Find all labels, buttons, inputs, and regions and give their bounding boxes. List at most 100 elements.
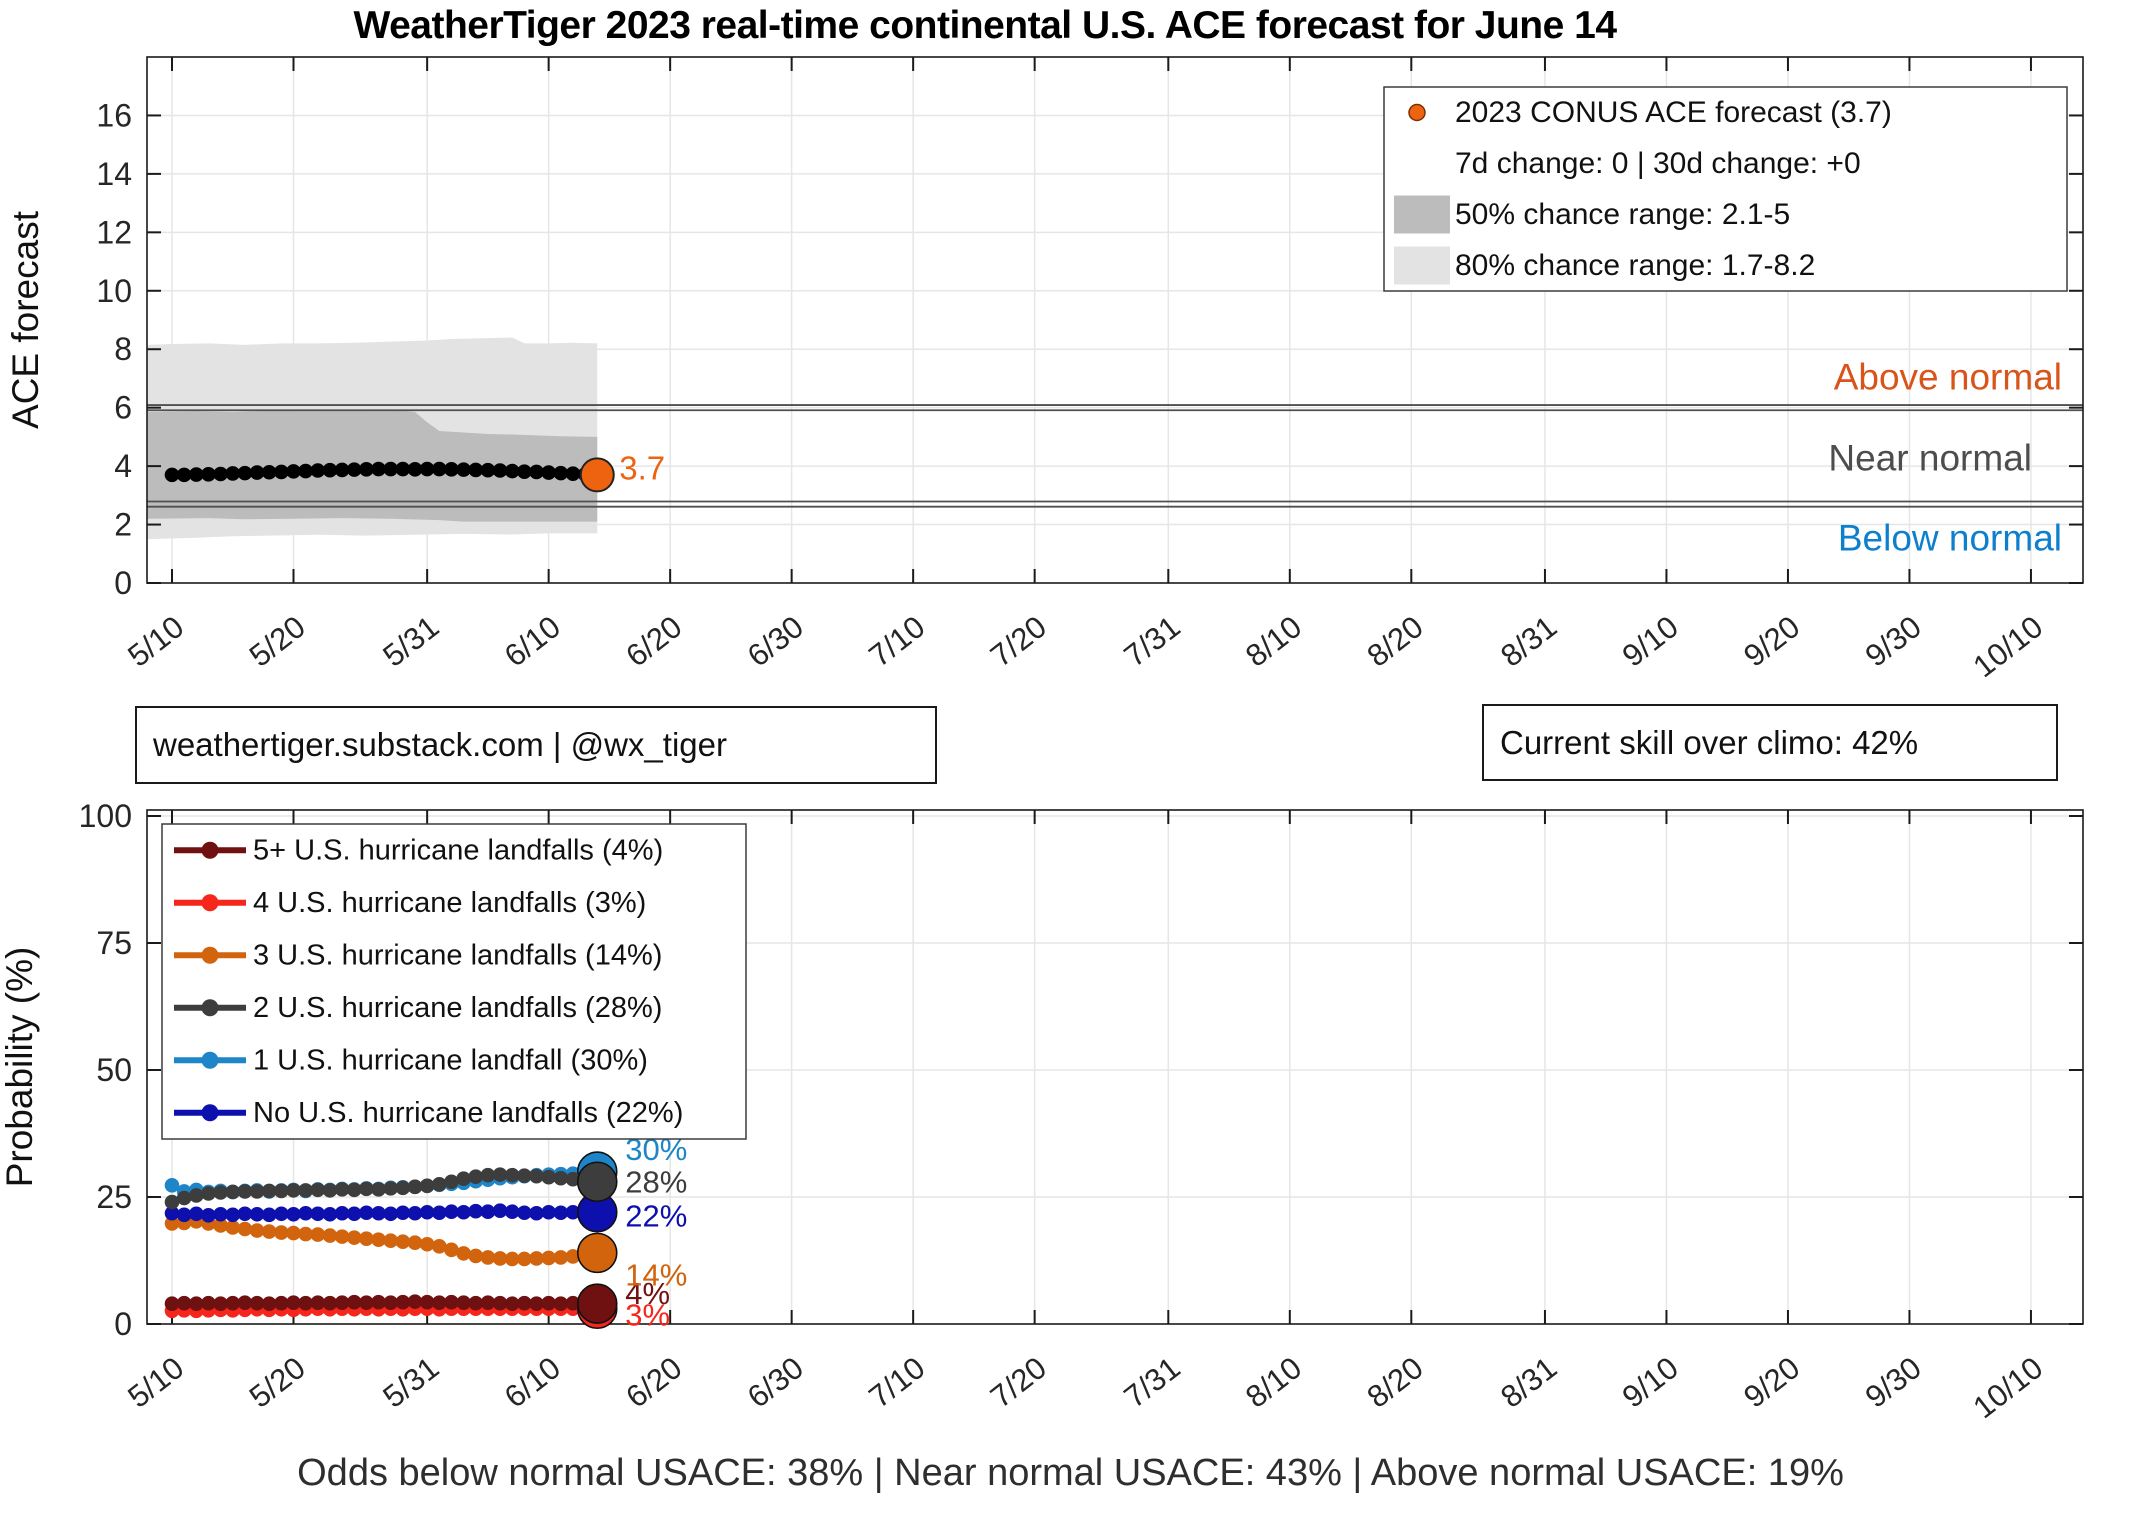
data-point [419,1294,435,1310]
data-point [492,463,508,478]
x-tick-label: 7/20 [984,609,1053,674]
data-point [189,1296,204,1311]
end-value-label: 3% [625,1297,670,1332]
data-point [164,1216,180,1231]
current-forecast-label: 3.7 [619,449,665,486]
data-point [492,1251,508,1266]
landfall-probability-legend: 5+ U.S. hurricane landfalls (4%) 4 U.S. h… [161,823,747,1140]
data-point [213,1185,228,1200]
data-point [189,1188,204,1203]
data-point [274,1295,289,1311]
y-tick-label: 2 [114,507,132,543]
data-point [334,1205,350,1221]
data-point [164,1296,180,1311]
data-point [176,1295,192,1311]
data-point [274,1206,289,1222]
data-point [492,1295,508,1311]
end-marker [576,1161,618,1203]
end-marker [576,1283,618,1324]
y-tick-label: 50 [96,1052,132,1088]
x-tick-label: 8/31 [1494,609,1563,674]
data-point [249,1206,265,1222]
end-value-label: 14% [625,1257,687,1292]
data-point [383,1233,399,1248]
data-point [334,1182,350,1197]
data-point [444,1204,459,1220]
legend-label: 4 U.S. hurricane landfalls (3%) [253,887,646,919]
data-point [504,1204,520,1220]
data-point [346,462,362,477]
x-tick-label: 8/20 [1361,609,1430,674]
data-point [444,1294,459,1310]
data-point [419,461,435,477]
y-axis-label: ACE forecast [5,210,46,429]
data-point [225,1295,241,1311]
data-point [346,1206,362,1222]
data-point [225,1207,241,1223]
data-point [334,462,350,478]
current-forecast-marker [579,457,615,493]
data-point [310,463,326,478]
zone-label: Below normal [1838,517,2062,558]
data-point [225,466,241,481]
data-point [298,463,313,479]
usace-odds-footer: Odds below normal USACE: 38% | Near norm… [297,1452,1844,1494]
x-tick-label: 7/20 [984,1350,1053,1415]
ace-forecast-chart: 0 2 4 6 8 10 12 14 16 5/10 5/20 5/31 6/10 6/20 6/30 7/1… [5,56,2084,684]
data-point [529,1296,544,1311]
data-point [286,1183,301,1198]
data-point [456,1295,471,1310]
data-point [310,1206,326,1222]
x-tick-label: 8/31 [1494,1350,1563,1415]
data-point [468,1248,484,1264]
legend-marker-swatch [201,999,219,1017]
x-tick-label: 5/10 [121,1350,190,1415]
data-point [237,465,253,481]
data-point [383,1181,399,1196]
y-tick-label: 10 [96,273,132,309]
landfall-probability-chart: 0 25 50 75 100 5/10 5/20 5/31 6/10 6/20 6/30 7/10 7/… [0,798,2084,1425]
y-tick-label: 14 [96,156,132,192]
data-point [432,1177,447,1192]
data-point [371,461,386,477]
x-tick-label: 8/10 [1239,1350,1308,1415]
data-point [407,1179,423,1195]
data-point [286,464,301,479]
data-point [468,1295,484,1311]
data-point [553,1296,569,1311]
data-point [310,1182,326,1198]
data-point [407,462,423,477]
series-2-u-s-hurricane-landfalls: 28% [164,1161,687,1210]
legend-box [1383,86,2068,292]
data-point [371,1232,386,1247]
data-point [213,466,228,482]
data-point [419,1236,435,1252]
y-tick-label: 16 [96,97,132,133]
data-point [565,1171,581,1187]
x-tick-label: 9/10 [1616,609,1685,674]
data-point [565,466,581,482]
data-point [432,1205,447,1221]
legend-marker-swatch [201,841,219,859]
legend-label: 50% chance range: 2.1-5 [1455,198,1790,231]
data-point [237,1221,253,1237]
data-point [468,1169,484,1184]
data-point [371,1182,386,1197]
data-point [553,1250,569,1265]
x-tick-label: 8/10 [1239,609,1308,674]
y-tick-label: 8 [114,331,132,367]
data-point [444,1242,459,1258]
end-value-label: 28% [625,1164,687,1199]
data-point [480,462,496,478]
data-point [310,1295,326,1310]
y-axis-label: Probability (%) [0,947,40,1188]
data-point [310,1227,326,1242]
data-point [395,1294,411,1310]
page-title: WeatherTiger 2023 real-time continental … [353,4,1617,47]
x-tick-label: 10/10 [1967,1350,2050,1425]
data-point [432,1295,447,1310]
legend-label: No U.S. hurricane landfalls (22%) [253,1097,683,1129]
data-point [225,1220,241,1235]
data-point [322,1183,338,1198]
x-tick-label: 6/30 [741,609,810,674]
